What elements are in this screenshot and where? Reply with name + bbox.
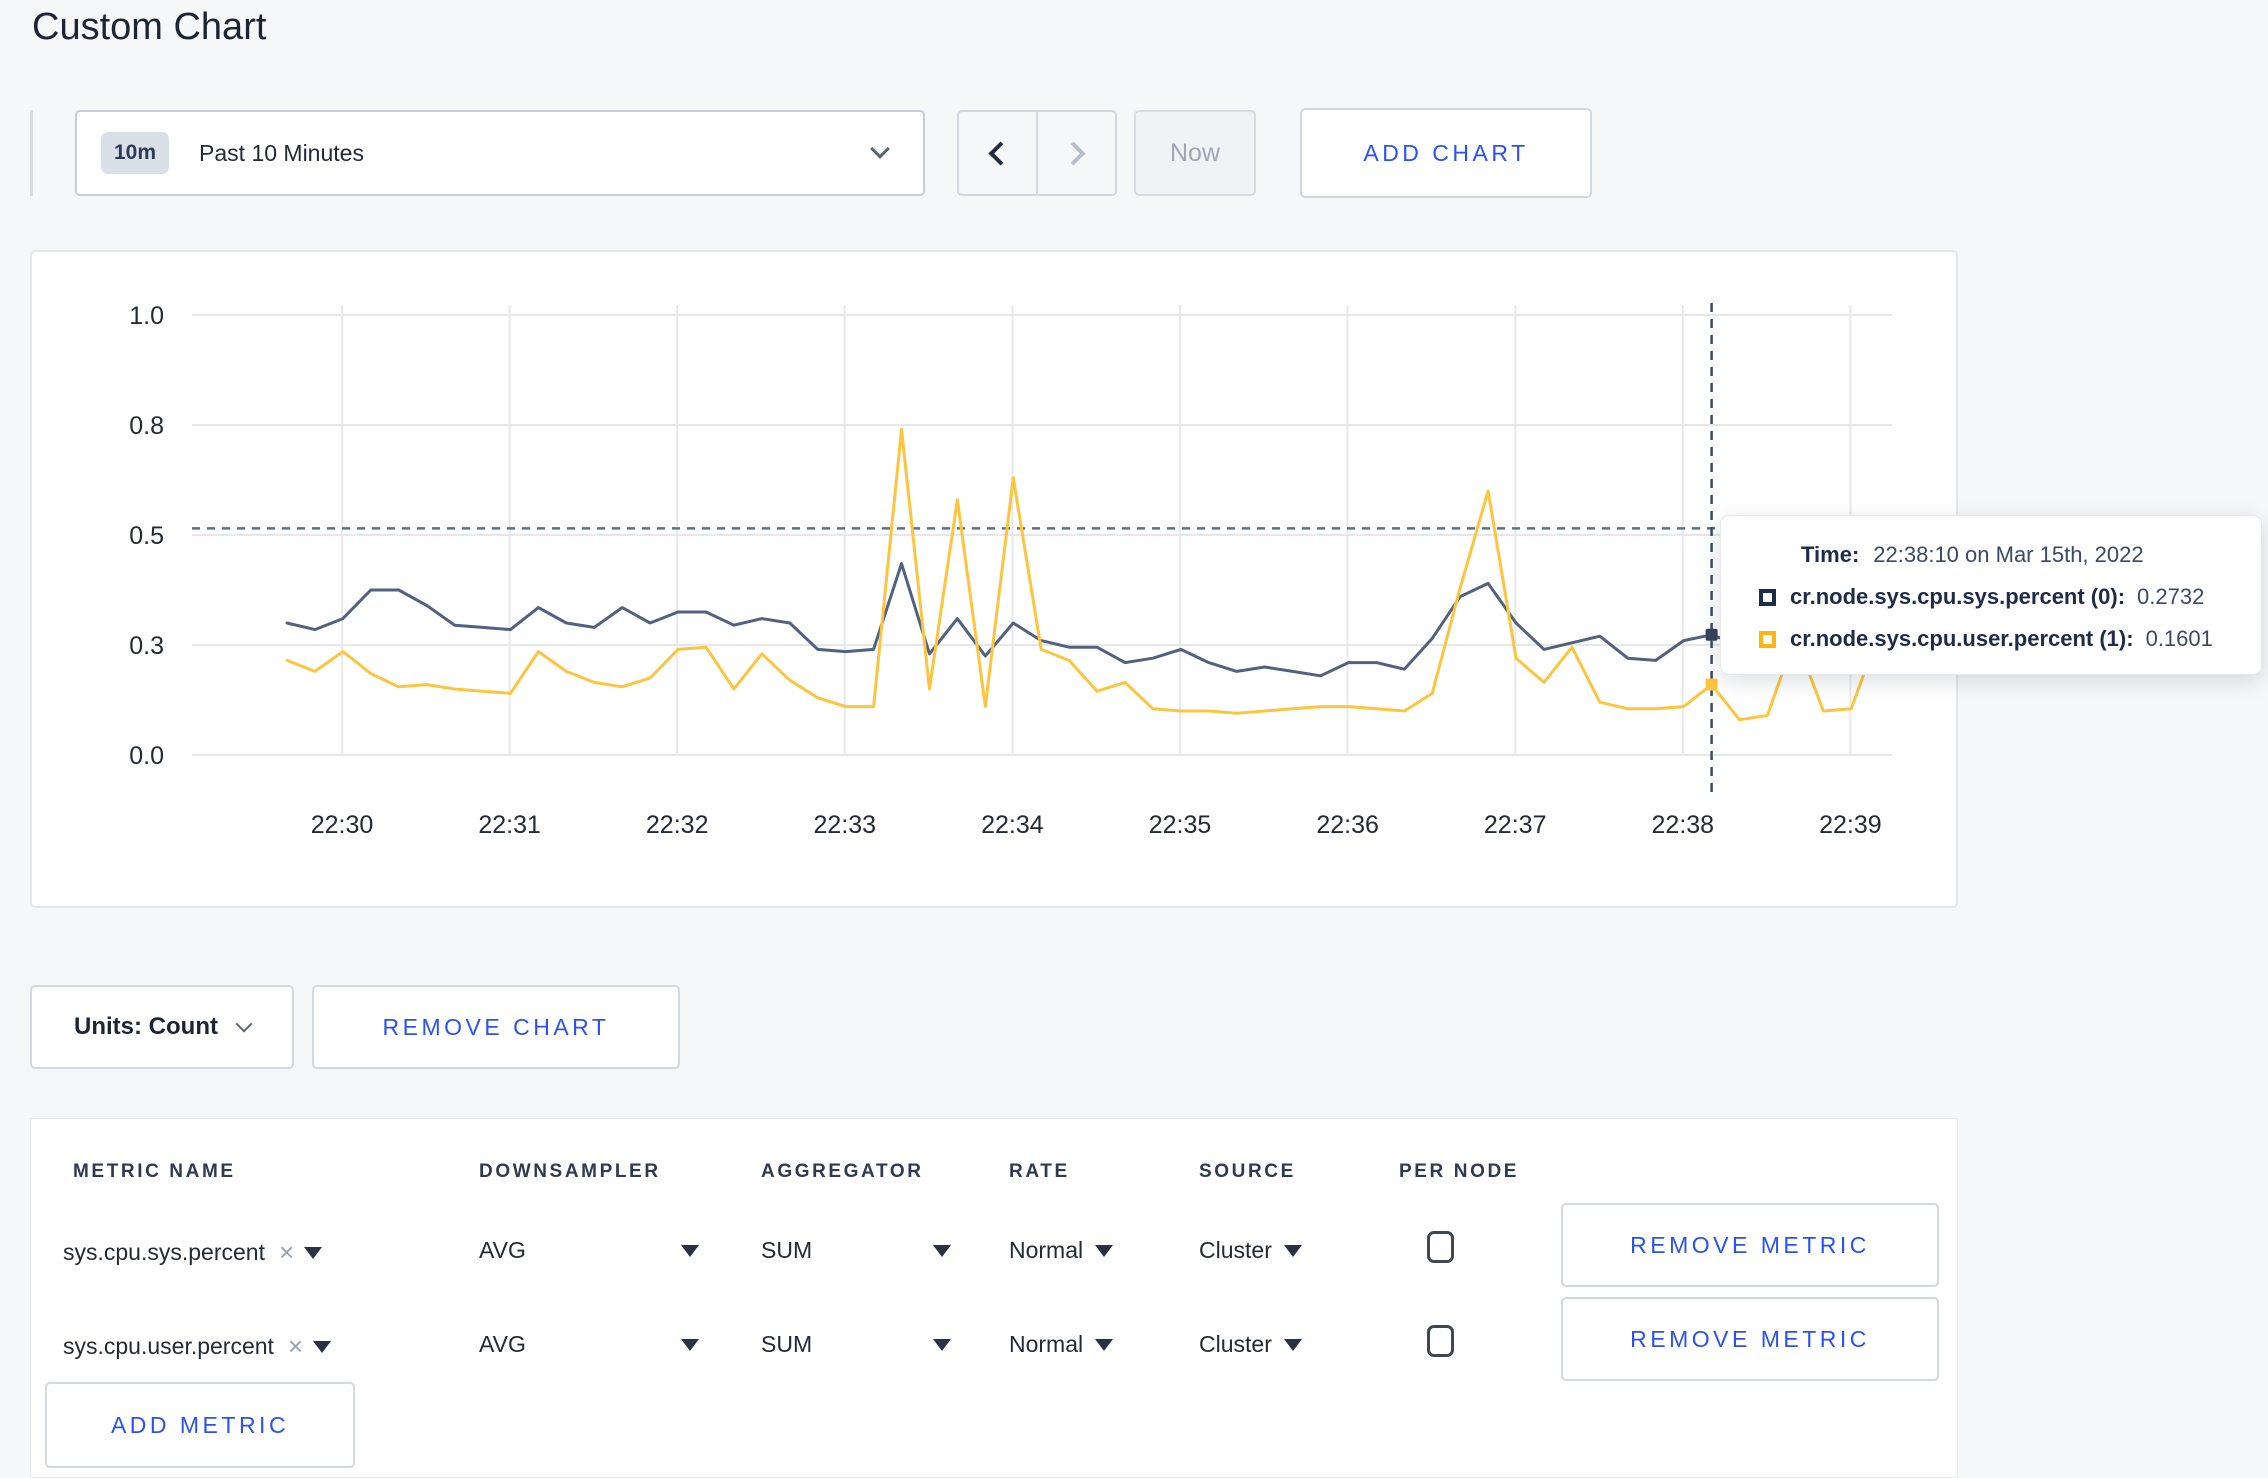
cpu-usage-line-chart[interactable]: 22:30 22:31 22:32 22:33 22:34 22:35 22:36 22:37… [32, 252, 1956, 906]
rate-value: Normal [1009, 1237, 1084, 1263]
column-header-downsampler: DOWNSAMPLER [479, 1161, 661, 1182]
tooltip-time-label: Time: [1801, 542, 1860, 567]
chart-card: 22:30 22:31 22:32 22:33 22:34 22:35 22:36 22:37… [30, 250, 1958, 908]
caret-down-icon [681, 1338, 699, 1351]
remove-metric-button[interactable]: REMOVE METRIC [1561, 1203, 1939, 1287]
series-swatch-sys-icon [1759, 588, 1776, 606]
caret-down-icon [933, 1338, 951, 1351]
now-button[interactable]: Now [1134, 110, 1256, 196]
aggregator-select[interactable]: SUM [761, 1237, 951, 1264]
svg-text:0.8: 0.8 [129, 412, 164, 440]
time-range-dropdown[interactable]: 10m Past 10 Minutes [75, 110, 925, 196]
metrics-table: METRIC NAME DOWNSAMPLER AGGREGATOR RATE … [30, 1118, 1958, 1478]
next-time-button[interactable] [1037, 110, 1117, 196]
add-chart-button[interactable]: ADD CHART [1300, 108, 1592, 198]
toolbar-divider [30, 110, 33, 196]
close-icon[interactable]: × [287, 1331, 304, 1361]
svg-text:22:34: 22:34 [981, 811, 1044, 839]
tooltip-series-value: 0.1601 [2145, 626, 2213, 651]
svg-text:0.0: 0.0 [129, 742, 164, 770]
per-node-checkbox[interactable] [1427, 1231, 1454, 1263]
svg-text:0.3: 0.3 [129, 632, 164, 660]
svg-text:22:38: 22:38 [1652, 811, 1715, 839]
caret-down-icon [313, 1340, 332, 1353]
per-node-checkbox[interactable] [1427, 1325, 1454, 1357]
downsampler-value: AVG [479, 1237, 526, 1263]
time-range-label: Past 10 Minutes [199, 139, 364, 166]
caret-down-icon [1283, 1338, 1302, 1351]
downsampler-select[interactable]: AVG [479, 1237, 699, 1264]
column-header-metric-name: METRIC NAME [73, 1161, 236, 1182]
svg-text:22:35: 22:35 [1149, 811, 1212, 839]
rate-select[interactable]: Normal [1009, 1331, 1114, 1358]
aggregator-value: SUM [761, 1331, 813, 1357]
source-select[interactable]: Cluster [1199, 1237, 1302, 1264]
source-value: Cluster [1199, 1331, 1272, 1357]
close-icon[interactable]: × [278, 1237, 295, 1267]
svg-text:1.0: 1.0 [129, 302, 164, 330]
metric-name-select[interactable]: sys.cpu.sys.percent × [63, 1237, 323, 1268]
caret-down-icon [933, 1244, 951, 1257]
column-header-source: SOURCE [1199, 1161, 1296, 1182]
chevron-right-icon [1061, 140, 1086, 166]
metric-name-value: sys.cpu.sys.percent [63, 1239, 265, 1265]
rate-select[interactable]: Normal [1009, 1237, 1114, 1264]
caret-down-icon [1283, 1244, 1302, 1257]
rate-value: Normal [1009, 1331, 1084, 1357]
caret-down-icon [1095, 1338, 1114, 1351]
source-select[interactable]: Cluster [1199, 1331, 1302, 1358]
remove-metric-button[interactable]: REMOVE METRIC [1561, 1297, 1939, 1381]
source-value: Cluster [1199, 1237, 1272, 1263]
svg-text:22:32: 22:32 [646, 811, 709, 839]
remove-chart-button[interactable]: REMOVE CHART [312, 985, 680, 1069]
prev-time-button[interactable] [957, 110, 1037, 196]
svg-text:22:39: 22:39 [1819, 811, 1882, 839]
page-title: Custom Chart [32, 6, 267, 48]
chevron-down-icon [235, 1015, 253, 1033]
column-header-aggregator: AGGREGATOR [761, 1161, 924, 1182]
series-swatch-user-icon [1759, 630, 1776, 648]
column-header-rate: RATE [1009, 1161, 1070, 1182]
units-dropdown[interactable]: Units: Count [30, 985, 294, 1069]
downsampler-select[interactable]: AVG [479, 1331, 699, 1358]
time-range-badge: 10m [101, 132, 170, 174]
tooltip-series-label: cr.node.sys.cpu.sys.percent (0): [1790, 584, 2126, 609]
svg-text:22:37: 22:37 [1484, 811, 1547, 839]
chevron-down-icon [870, 139, 890, 159]
tooltip-series-label: cr.node.sys.cpu.user.percent (1): [1790, 626, 2134, 651]
caret-down-icon [304, 1246, 323, 1259]
tooltip-series-value: 0.2732 [2137, 584, 2205, 609]
svg-text:22:36: 22:36 [1316, 811, 1379, 839]
add-metric-button[interactable]: ADD METRIC [45, 1382, 355, 1468]
metric-name-select[interactable]: sys.cpu.user.percent × [63, 1331, 332, 1362]
time-pager [957, 110, 1117, 196]
column-header-per-node: PER NODE [1399, 1161, 1520, 1182]
metric-name-value: sys.cpu.user.percent [63, 1333, 274, 1359]
svg-text:22:30: 22:30 [311, 811, 374, 839]
caret-down-icon [1095, 1244, 1114, 1257]
svg-text:22:31: 22:31 [478, 811, 541, 839]
chevron-left-icon [988, 140, 1013, 166]
aggregator-value: SUM [761, 1237, 813, 1263]
caret-down-icon [681, 1244, 699, 1257]
svg-text:22:33: 22:33 [814, 811, 877, 839]
chart-hover-tooltip: Time: 22:38:10 on Mar 15th, 2022 cr.node… [1720, 515, 2262, 675]
tooltip-time-value: 22:38:10 on Mar 15th, 2022 [1873, 542, 2144, 567]
aggregator-select[interactable]: SUM [761, 1331, 951, 1358]
units-label: Units: Count [74, 1013, 218, 1040]
svg-text:0.5: 0.5 [129, 522, 164, 550]
downsampler-value: AVG [479, 1331, 526, 1357]
